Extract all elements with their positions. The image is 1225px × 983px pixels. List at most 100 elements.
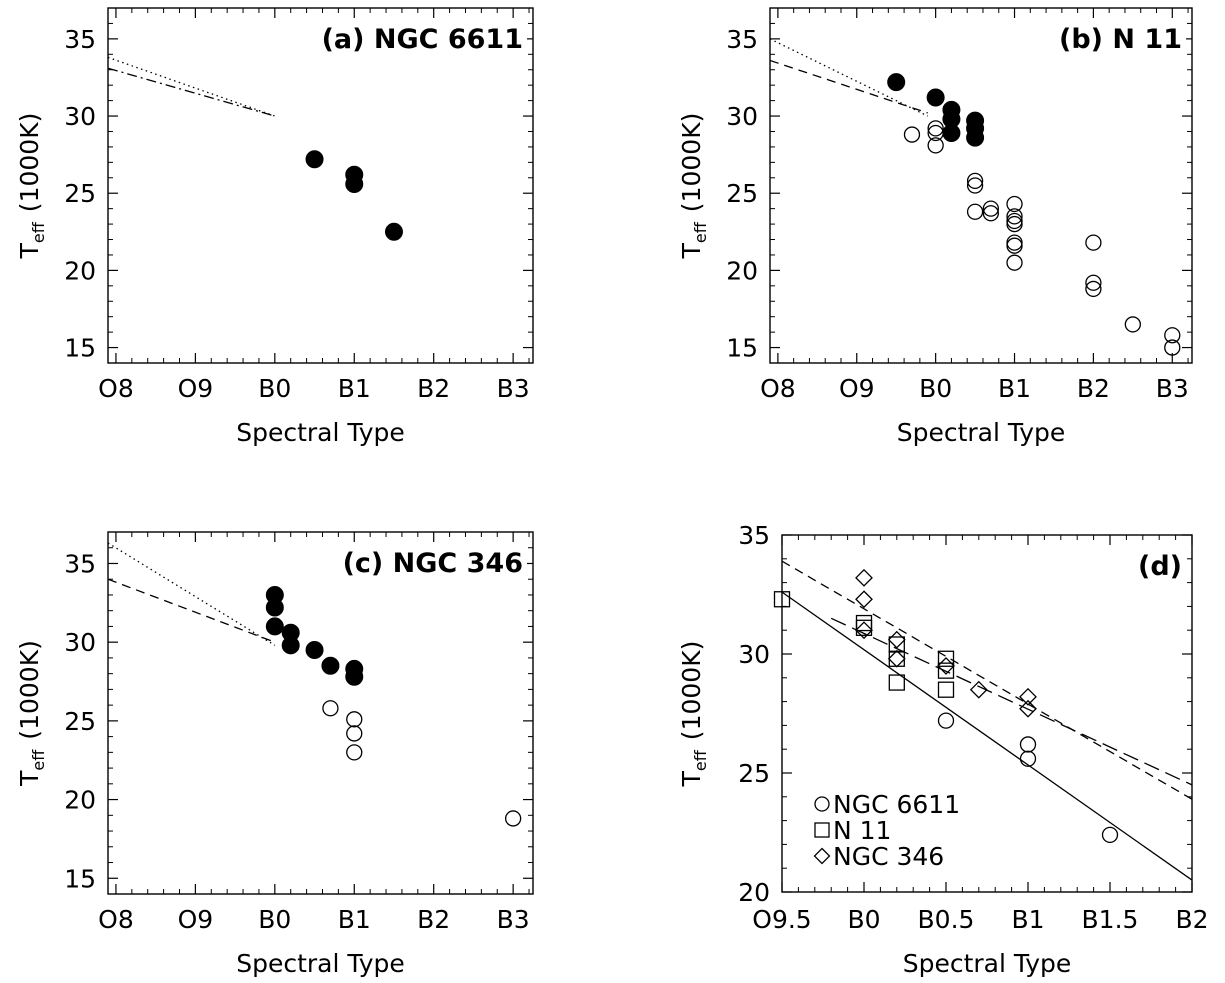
panel-a-line-dashdot [108, 67, 276, 117]
panel-b-marker-22 [1006, 237, 1023, 254]
panel-b-line-dashed [770, 59, 928, 114]
panel-b-ytick-label: 15 [726, 334, 758, 363]
panel-a-ylabel-sub: eff [29, 221, 48, 243]
legend-label: N 11 [833, 816, 891, 845]
panel-a-ytick-label: 25 [64, 179, 96, 208]
panel-d-marker-8 [888, 650, 905, 667]
panel-d-marker-12 [937, 681, 955, 698]
panel-d-xlabel: Spectral Type [903, 949, 1072, 978]
panel-c-marker-13 [504, 810, 522, 827]
panel-d-lines [782, 560, 1192, 881]
panel-c-marker-9 [322, 700, 339, 717]
panel-c-ytick-label: 25 [64, 707, 96, 736]
panel-d-line-dashed [782, 560, 1192, 800]
panel-c-ylabel: Teff (1000K) [15, 640, 48, 787]
panel-d-ylabel-rest: (1000K) [677, 641, 706, 741]
panel-b: O8 O9 B0 B1 B2 B3 15 20 25 30 35 Spectral Type Teff (… [677, 7, 1193, 447]
panel-c-ylabel-main: T [15, 770, 44, 787]
panel-d-title: (d) [1138, 551, 1182, 582]
panel-b-marker-4 [942, 124, 961, 143]
panel-d-marker-20 [1019, 687, 1037, 706]
panel-d-marker-0 [937, 712, 955, 729]
panel-b-xtick-label: O8 [760, 374, 796, 403]
panel-b-marker-21 [1006, 234, 1023, 251]
panel-d-ylabel-main: T [677, 770, 706, 787]
panel-a-xtick-label: B3 [497, 374, 530, 403]
panel-d-ylabel: Teff (1000K) [677, 641, 710, 788]
panel-d-xtick-label: B2 [1175, 905, 1208, 934]
panel-b-marker-27 [1124, 316, 1141, 333]
panel-d-ylabel-sub: eff [691, 749, 710, 771]
panel-d-marker-11 [937, 662, 955, 679]
panel-b-marker-23 [1006, 254, 1023, 271]
panel-b-xlabel: Spectral Type [897, 418, 1066, 447]
panel-b-marker-14 [966, 203, 984, 220]
panel-d-marker-10 [937, 650, 955, 667]
panel-a-ylabel-rest: (1000K) [15, 113, 44, 213]
panel-c-marker-8 [345, 667, 364, 686]
panel-a-ytick-label: 35 [64, 25, 96, 54]
panel-b-ytick-label: 30 [726, 102, 758, 131]
panel-b-xtick-label: B1 [998, 374, 1031, 403]
panel-c-marker-11 [346, 725, 363, 742]
panel-b-marker-26 [1085, 280, 1102, 298]
panel-d-marker-21 [1019, 699, 1037, 718]
panel-d-marker-6 [855, 619, 873, 636]
panel-c-line-dashed [108, 578, 276, 643]
panel-d-marker-2 [1019, 750, 1037, 767]
panel-a-ylabel-main: T [15, 242, 44, 259]
panel-a-xtick-label: B2 [417, 374, 450, 403]
panel-d-marker-4 [773, 591, 791, 608]
panel-c-marker-10 [346, 711, 363, 728]
panel-d-marker-13 [855, 568, 873, 587]
panel-d-marker-17 [887, 649, 906, 668]
panel-b-marker-28 [1164, 327, 1181, 344]
panel-c-xtick-label: O9 [178, 905, 214, 934]
panel-d-ytick-label: 25 [738, 759, 770, 788]
panel-a: O8 O9 B0 B1 B2 B3 15 20 25 30 35 Spectral Type Teff (… [15, 7, 534, 447]
panel-b-marker-18 [1006, 208, 1023, 225]
panel-c-marker-12 [346, 744, 363, 761]
panel-d-marker-9 [888, 674, 905, 691]
panel-c-marker-4 [281, 636, 300, 655]
panel-d-marker-16 [887, 630, 906, 649]
panel-c: O8 O9 B0 B1 B2 B3 15 20 25 30 35 Spectral Type Teff (… [15, 531, 534, 978]
panel-c-marker-1 [265, 598, 284, 617]
panel-a-xtick-label: B1 [338, 374, 371, 403]
panel-a-xtick-label: B0 [258, 374, 291, 403]
panel-b-ylabel: Teff (1000K) [677, 113, 710, 260]
panel-c-marker-5 [305, 641, 324, 660]
panel-c-marker-2 [265, 617, 284, 636]
panel-d-xtick-label: B1.5 [1082, 905, 1139, 934]
panel-a-title-bg [317, 22, 527, 57]
panel-b-frame [769, 7, 1193, 364]
panel-c-xtick-label: B2 [417, 905, 450, 934]
panel-a-marker-0 [305, 150, 324, 169]
panel-d-marker-14 [855, 590, 873, 609]
panel-d-ytick-label: 35 [738, 521, 770, 550]
panel-b-xtick-label: B2 [1077, 374, 1110, 403]
panel-a-ytick-label: 15 [64, 334, 96, 363]
panel-a-xlabel: Spectral Type [236, 418, 405, 447]
panel-d-title-bg [1133, 549, 1186, 584]
panel-b-marker-20 [1006, 215, 1023, 233]
panel-c-ylabel-sub: eff [29, 749, 48, 771]
panel-c-title-bg [338, 546, 527, 581]
panel-c-xtick-label: O8 [98, 905, 134, 934]
panel-b-lines [770, 38, 929, 117]
legend-label: NGC 346 [833, 842, 944, 871]
panel-b-title: (b) N 11 [1059, 24, 1182, 55]
panel-c-title: (c) NGC 346 [343, 548, 523, 579]
panel-c-ytick-label: 15 [64, 864, 96, 893]
panel-c-ylabel-rest: (1000K) [15, 640, 44, 740]
panel-a-xtick-label: O9 [178, 374, 214, 403]
panel-d-marker-1 [1019, 736, 1037, 753]
panel-b-ytick-label: 35 [726, 25, 758, 54]
panel-d-frame [781, 534, 1193, 893]
panel-d-line-longdash [830, 617, 1192, 786]
legend-marker-2 [813, 847, 831, 865]
panel-b-marker-7 [966, 128, 985, 147]
panel-c-line-dotted [108, 542, 276, 646]
panel-b-marker-29 [1164, 339, 1181, 356]
legend-label: NGC 6611 [833, 790, 960, 819]
